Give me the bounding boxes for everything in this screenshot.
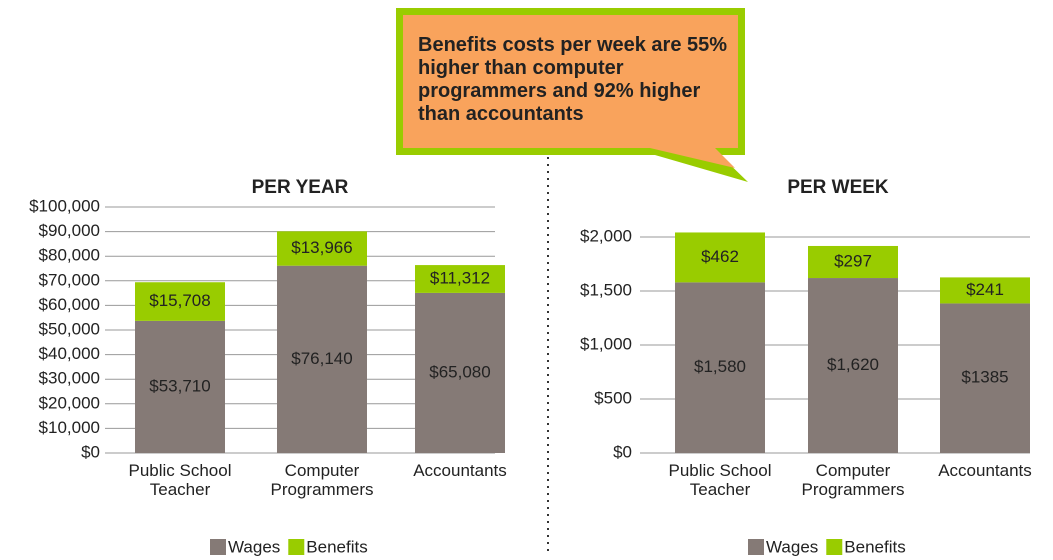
x-tick-label: Computer Programmers — [270, 461, 374, 499]
y-tick-label: $60,000 — [39, 295, 100, 314]
value-label: $13,966 — [291, 238, 352, 257]
bar-segment — [135, 282, 225, 321]
legend-label: Benefits — [306, 537, 367, 556]
y-tick-label: $1,000 — [580, 334, 632, 353]
bar-segment — [415, 292, 505, 453]
value-label: $1,620 — [827, 355, 879, 374]
callout-text: Benefits costs per week are 55% higher t… — [418, 34, 728, 125]
bar-segment — [135, 320, 225, 453]
chart-title: PER WEEK — [787, 177, 889, 198]
legend-swatch — [748, 539, 764, 555]
bar-segment — [675, 282, 765, 453]
x-tick-label: Public School Teacher — [668, 461, 772, 499]
bar-segment — [415, 265, 505, 293]
y-tick-label: $100,000 — [29, 196, 100, 215]
value-label: $297 — [834, 251, 872, 270]
chart-title: PER YEAR — [252, 177, 349, 198]
y-tick-label: $30,000 — [39, 369, 100, 388]
value-label: $11,312 — [430, 268, 490, 287]
callout-box — [403, 15, 738, 168]
bar-segment — [940, 303, 1030, 453]
x-tick-label: Accountants — [938, 461, 1032, 480]
x-tick-label: Computer Programmers — [801, 461, 905, 499]
bar-segment — [277, 231, 367, 266]
legend-swatch — [826, 539, 843, 555]
legend-label: Benefits — [844, 537, 905, 556]
y-tick-label: $1,500 — [580, 280, 632, 299]
bar-segment — [675, 232, 765, 283]
legend-swatch — [288, 539, 305, 555]
bar-segment — [808, 278, 898, 453]
bar-segment — [940, 277, 1030, 304]
value-label: $65,080 — [429, 362, 490, 381]
x-tick-label: Accountants — [413, 461, 507, 480]
x-tick-label: Public School Teacher — [128, 461, 232, 499]
value-label: $15,708 — [149, 291, 210, 310]
y-tick-label: $0 — [81, 442, 100, 461]
value-label: $76,140 — [291, 349, 352, 368]
y-tick-label: $40,000 — [39, 344, 100, 363]
legend-label: Wages — [228, 537, 280, 556]
value-label: $241 — [966, 280, 1004, 299]
value-label: $1385 — [961, 368, 1008, 387]
y-tick-label: $80,000 — [39, 246, 100, 265]
value-label: $53,710 — [149, 376, 210, 395]
value-label: $1,580 — [694, 357, 746, 376]
y-tick-label: $0 — [613, 442, 632, 461]
bar-segment — [277, 265, 367, 453]
y-tick-label: $10,000 — [39, 418, 100, 437]
y-tick-label: $70,000 — [39, 270, 100, 289]
y-tick-label: $500 — [594, 388, 632, 407]
y-tick-label: $90,000 — [39, 221, 100, 240]
y-tick-label: $50,000 — [39, 319, 100, 338]
y-tick-label: $2,000 — [580, 226, 632, 245]
bar-segment — [808, 245, 898, 279]
value-label: $462 — [701, 247, 739, 266]
y-tick-label: $20,000 — [39, 393, 100, 412]
legend-swatch — [210, 539, 226, 555]
legend-label: Wages — [766, 537, 818, 556]
